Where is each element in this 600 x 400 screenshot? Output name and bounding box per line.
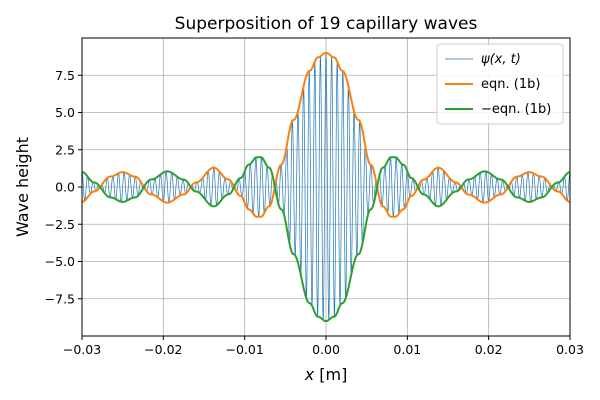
legend: ψ(x, t) eqn. (1b) −eqn. (1b)	[436, 43, 564, 125]
x-axis-label: x [m]	[304, 365, 348, 384]
y-axis-label: Wave height	[13, 137, 32, 237]
y-tick-label: −2.5	[45, 217, 75, 232]
series-layer	[82, 51, 570, 323]
x-tick-label: 0.00	[312, 342, 340, 357]
x-axis: −0.03 −0.02 −0.01 0.00 0.01 0.02 0.03	[63, 336, 584, 357]
x-tick-label: −0.03	[63, 342, 101, 357]
legend-box	[436, 43, 564, 125]
x-tick-label: 0.03	[556, 342, 584, 357]
y-tick-label: 7.5	[55, 68, 75, 83]
x-tick-label: 0.01	[393, 342, 421, 357]
legend-label-negative-envelope: −eqn. (1b)	[481, 102, 551, 117]
x-tick-label: −0.01	[226, 342, 264, 357]
series-negative-envelope-line	[82, 156, 570, 323]
y-tick-label: 2.5	[55, 142, 75, 157]
y-tick-label: 5.0	[55, 105, 75, 120]
y-tick-label: 0.0	[55, 180, 75, 195]
y-tick-label: −7.5	[45, 291, 75, 306]
chart-title: Superposition of 19 capillary waves	[175, 14, 478, 34]
legend-label-psi: ψ(x, t)	[481, 52, 521, 67]
y-tick-label: −5.0	[45, 254, 75, 269]
series-envelope-line	[82, 51, 570, 218]
x-tick-label: −0.02	[144, 342, 182, 357]
x-tick-label: 0.02	[475, 342, 503, 357]
legend-label-envelope: eqn. (1b)	[481, 77, 540, 92]
y-axis: −7.5 −5.0 −2.5 0.0 2.5 5.0 7.5	[45, 68, 82, 306]
